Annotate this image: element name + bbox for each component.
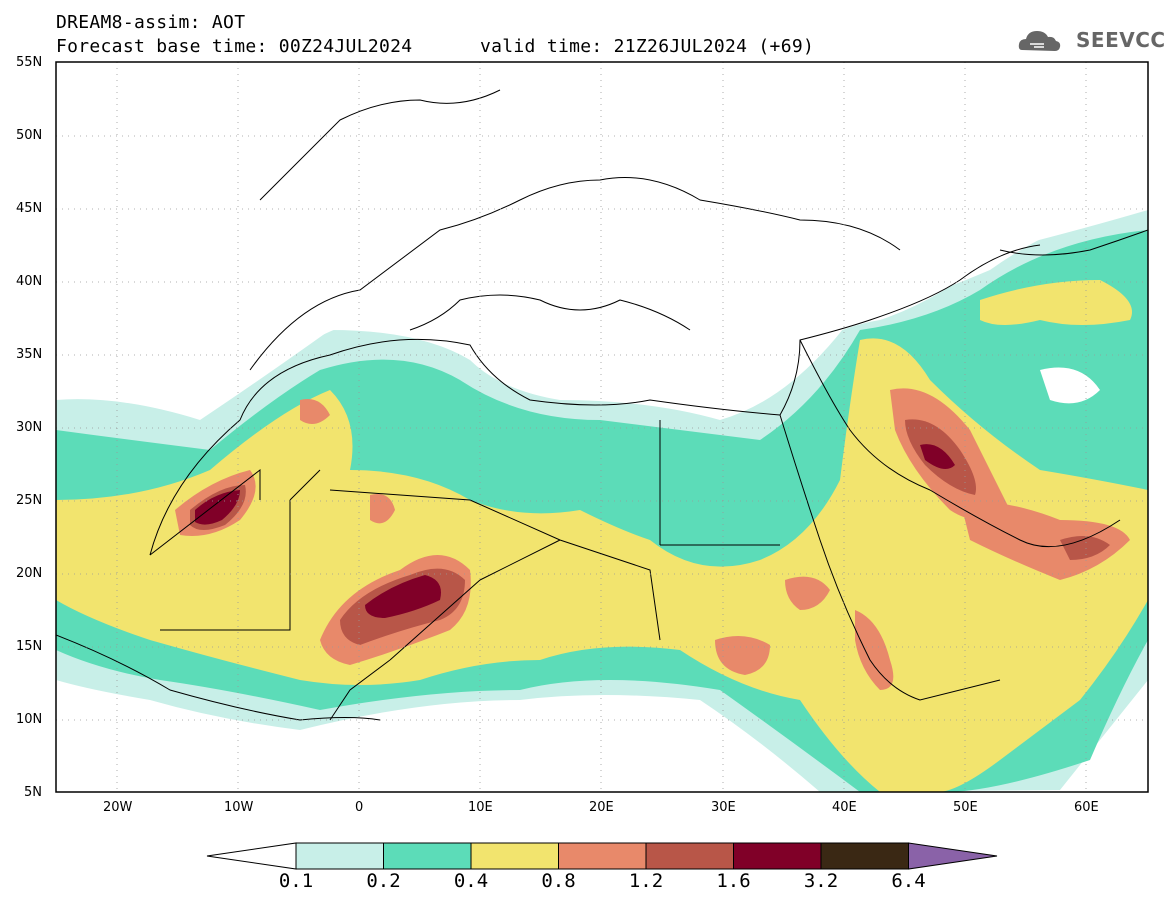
lat-label: 40N <box>16 274 43 289</box>
lon-label: 20W <box>103 800 133 815</box>
lat-label: 50N <box>16 128 43 143</box>
lat-label: 10N <box>16 712 43 727</box>
cloud-icon <box>1018 31 1061 51</box>
colorbar-bin <box>733 842 822 870</box>
lon-label: 60E <box>1074 800 1099 815</box>
colorbar-label: 1.6 <box>716 870 751 892</box>
lat-label: 20N <box>16 566 43 581</box>
lon-label: 0 <box>355 800 364 815</box>
colorbar-bin <box>295 842 384 870</box>
lat-label: 55N <box>16 55 43 70</box>
lat-label: 45N <box>16 201 43 216</box>
colorbar-bin <box>820 842 909 870</box>
lat-label: 5N <box>24 785 42 800</box>
colorbar-low-triangle <box>206 842 297 870</box>
lon-label: 40E <box>832 800 857 815</box>
lon-label: 30E <box>711 800 736 815</box>
coastlines <box>56 89 1148 721</box>
colorbar-label: 1.2 <box>628 870 664 892</box>
lat-label: 35N <box>16 347 43 362</box>
lat-label: 25N <box>16 493 43 508</box>
colorbar-label: 0.1 <box>278 870 314 892</box>
colorbar-bin <box>558 842 647 870</box>
aot-field <box>56 62 1148 792</box>
lon-label: 20E <box>589 800 614 815</box>
lon-label: 50E <box>953 800 978 815</box>
forecast-base-time: Forecast base time: 00Z24JUL2024 <box>56 36 413 57</box>
colorbar-label: 3.2 <box>803 870 839 892</box>
lon-label: 10E <box>468 800 493 815</box>
colorbar <box>206 842 998 870</box>
graticule <box>56 62 1148 792</box>
colorbar-label: 0.4 <box>453 870 489 892</box>
valid-time: valid time: 21Z26JUL2024 (+69) <box>480 36 815 57</box>
colorbar-label: 0.8 <box>541 870 576 892</box>
colorbar-high-triangle <box>908 842 998 870</box>
colorbar-bin <box>645 842 734 870</box>
map-frame <box>55 61 1149 793</box>
lat-label: 30N <box>16 420 43 435</box>
colorbar-bin <box>470 842 559 870</box>
colorbar-label: 0.2 <box>366 870 401 892</box>
colorbar-bin <box>383 842 472 870</box>
map-title: DREAM8-assim: AOT <box>56 12 246 33</box>
lat-label: 15N <box>16 639 43 654</box>
logo-text: SEEVCCC <box>1076 28 1165 52</box>
lon-label: 10W <box>224 800 254 815</box>
colorbar-label: 6.4 <box>891 870 926 892</box>
